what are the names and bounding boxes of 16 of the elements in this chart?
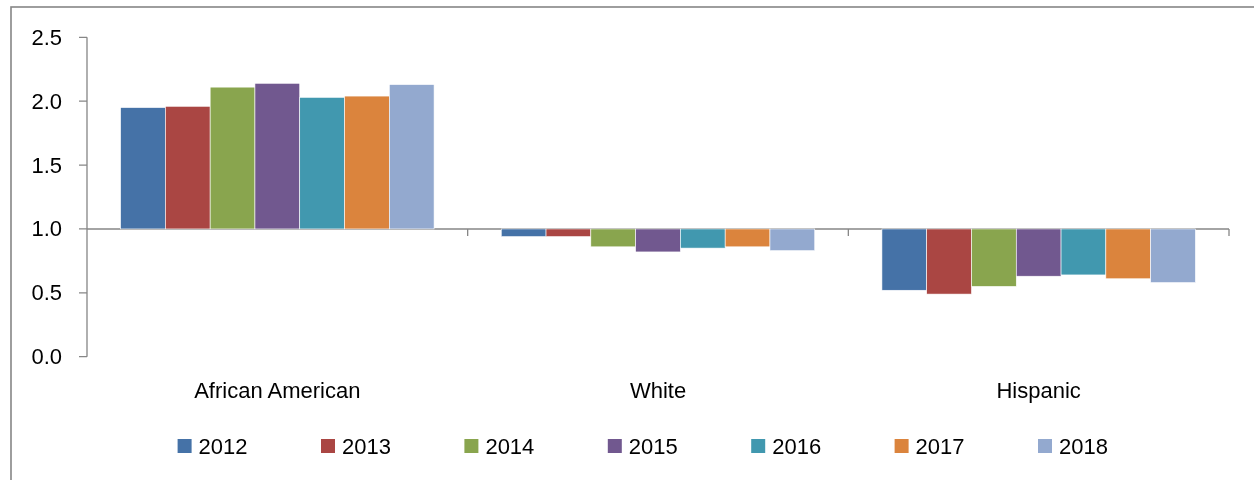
y-tick-label: 0.5 <box>31 280 62 306</box>
legend-label: 2012 <box>198 433 248 459</box>
y-tick-label: 2.0 <box>31 88 62 114</box>
y-tick-label: 2.5 <box>31 24 62 50</box>
legend-label: 2018 <box>1059 433 1108 459</box>
legend-label: 2017 <box>915 433 965 459</box>
x-tick-label: African American <box>194 377 361 403</box>
x-tick-label: Hispanic <box>996 377 1081 403</box>
legend-label: 2014 <box>485 433 535 459</box>
y-tick-label: 1.0 <box>31 216 62 242</box>
y-tick-label: 0.0 <box>31 344 62 370</box>
legend-label: 2016 <box>772 433 822 459</box>
y-tick-label: 1.5 <box>31 152 62 178</box>
legend-label: 2015 <box>628 433 678 459</box>
x-tick-label: White <box>629 377 687 403</box>
legend-label: 2013 <box>342 433 391 459</box>
